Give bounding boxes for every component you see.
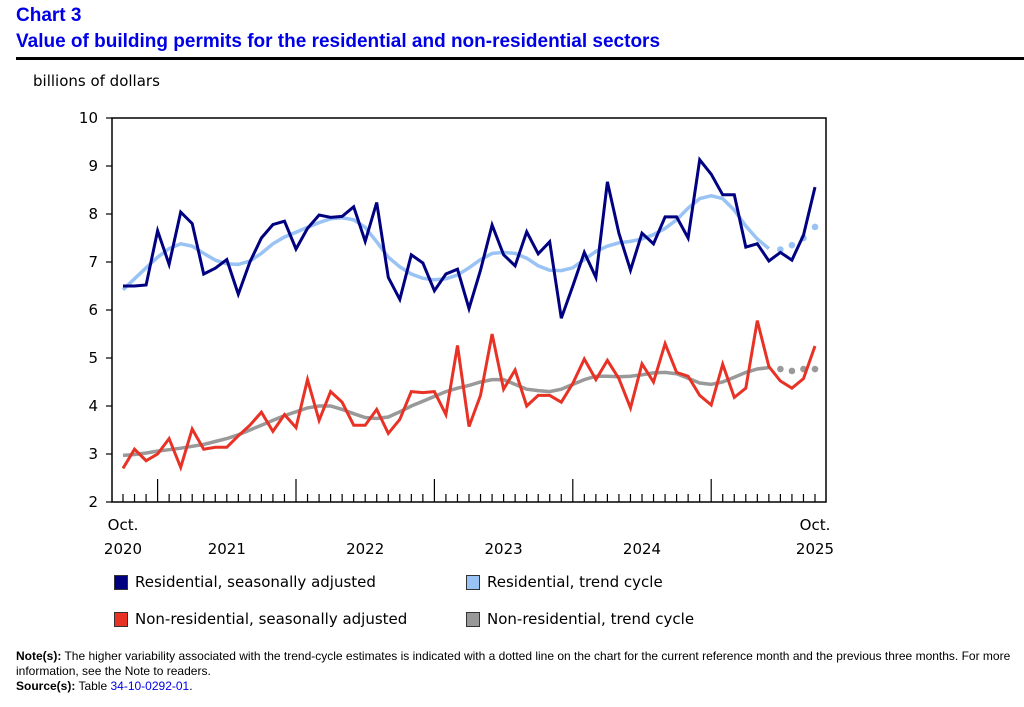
series-dotted-point-residential-trend (788, 241, 796, 249)
series-nonresidential-trend (122, 365, 819, 458)
legend-swatch-residential-sa (114, 574, 128, 590)
x-tick-label-year: 2022 (346, 540, 384, 558)
y-tick-label: 2 (88, 493, 98, 511)
series-dotted-point-residential-trend (777, 246, 784, 253)
legend-swatch-residential-trend (466, 574, 480, 590)
x-tick-label-month: Oct. (108, 516, 139, 534)
title-divider (16, 57, 1024, 60)
legend-item-nonresidential-sa: Non-residential, seasonally adjusted (114, 610, 407, 628)
plot-frame (111, 117, 827, 503)
series-residential-trend (121, 193, 819, 292)
series-line-nonresidential-sa (121, 320, 817, 472)
legend-swatch-nonresidential-sa (114, 611, 128, 627)
legend-label: Non-residential, seasonally adjusted (135, 610, 408, 628)
x-tick-label-year: 2020 (104, 540, 142, 558)
series-dotted-point-residential-trend (811, 223, 819, 231)
legend-label: Non-residential, trend cycle (487, 610, 695, 628)
y-tick-label: 10 (79, 109, 98, 127)
series-residential-sa (123, 156, 817, 319)
series-line-nonresidential-trend (122, 365, 770, 458)
series-dotted-point-nonresidential-trend (811, 365, 819, 373)
x-tick-label-year: 2024 (623, 540, 661, 558)
source-suffix: . (189, 679, 193, 693)
chart-title: Value of building permits for the reside… (16, 31, 661, 52)
y-tick-label: 3 (88, 445, 98, 463)
legend-item-residential-sa: Residential, seasonally adjusted (114, 573, 376, 591)
legend-item-nonresidential-trend: Non-residential, trend cycle (466, 610, 694, 628)
chart-notes: Note(s): The higher variability associat… (16, 649, 1016, 694)
legend-label: Residential, seasonally adjusted (135, 573, 376, 591)
note-line: Note(s): The higher variability associat… (16, 649, 1016, 679)
series-dotted-point-nonresidential-trend (788, 367, 796, 375)
source-line: Source(s): Table 34-10-0292-01. (16, 679, 1016, 694)
legend-item-residential-trend: Residential, trend cycle (466, 573, 663, 591)
x-tick-label-month: Oct. (800, 516, 831, 534)
y-tick-label: 5 (88, 349, 98, 367)
y-tick-label: 6 (88, 301, 98, 319)
legend-label: Residential, trend cycle (487, 573, 663, 591)
y-tick-label: 4 (88, 397, 98, 415)
source-label: Source(s): (16, 679, 76, 693)
y-tick-label: 8 (88, 205, 98, 223)
y-axis: 2 3 4 5 6 7 8 9 10 (79, 109, 112, 511)
source-table-link[interactable]: 34-10-0292-01 (110, 679, 190, 693)
y-tick-label: 7 (88, 253, 98, 271)
series-layer (121, 156, 819, 472)
series-nonresidential-sa (121, 320, 817, 472)
chart-number: Chart 3 (16, 5, 82, 26)
note-label: Note(s): (16, 649, 62, 663)
source-prefix: Table (75, 679, 111, 693)
note-text: The higher variability associated with t… (16, 649, 1011, 678)
x-axis: Oct. 2020 2021 2022 2023 2024 Oct. 2025 (104, 479, 834, 558)
x-tick-label-year: 2021 (208, 540, 246, 558)
y-tick-label: 9 (88, 157, 98, 175)
legend-swatch-nonresidential-trend (466, 611, 480, 627)
series-line-residential-trend (121, 193, 771, 292)
series-line-residential-sa (123, 156, 817, 319)
series-dotted-point-nonresidential-trend (777, 365, 784, 373)
x-tick-label-year: 2025 (796, 540, 834, 558)
x-tick-label-year: 2023 (485, 540, 523, 558)
y-axis-unit-label: billions of dollars (33, 72, 160, 90)
